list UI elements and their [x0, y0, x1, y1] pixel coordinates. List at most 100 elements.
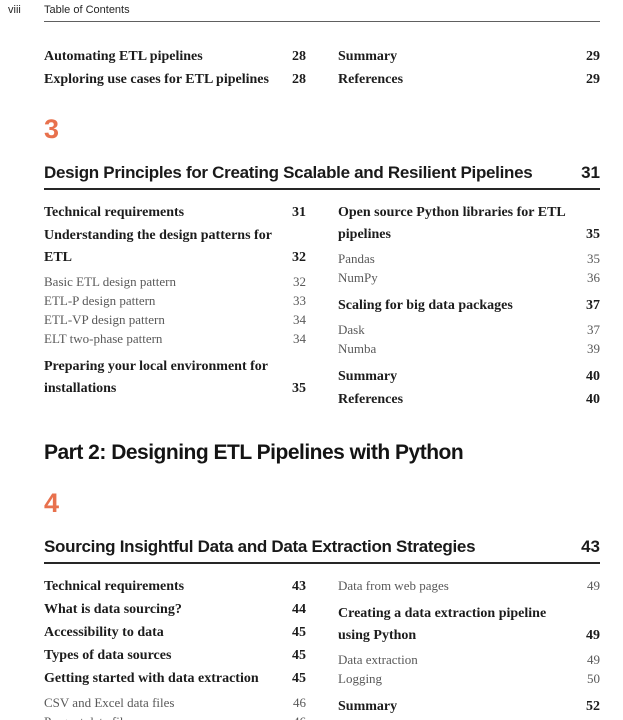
toc-entry-page-number: 32 [293, 274, 306, 289]
toc-entry: Parquet data files 46 [44, 712, 306, 720]
toc-entry-label: Summary [338, 369, 398, 384]
toc-entry-label: Numba [338, 341, 377, 356]
toc-entry: Preparing your local environment for ins… [44, 356, 306, 400]
toc-entry: Data extraction 49 [338, 650, 600, 669]
toc-entry: References 29 [338, 69, 600, 91]
toc-entry-label: Exploring use cases for ETL pipelines [44, 72, 269, 87]
toc-entry-label: Types of data sources [44, 648, 172, 663]
toc-entry-page-number: 49 [586, 628, 600, 643]
toc-entry-label: ETL-P design pattern [44, 293, 156, 308]
toc-entry: Getting started with data extraction 45 [44, 668, 306, 690]
toc-entry-label: Dask [338, 322, 365, 337]
toc-entry: What is data sourcing? 44 [44, 599, 306, 621]
toc-entry: Types of data sources 45 [44, 645, 306, 667]
toc-entry-page-number: 31 [292, 205, 306, 220]
toc-entry-page-number: 49 [587, 652, 600, 667]
continued-entries-section: Automating ETL pipelines 28 Exploring use … [44, 46, 600, 91]
toc-entry-label: Scaling for big data packages [338, 298, 513, 313]
toc-columns: Technical requirements 43 What is data sou… [44, 576, 600, 720]
toc-entry: Accessibility to data 45 [44, 622, 306, 644]
toc-entry-page-number: 49 [587, 578, 600, 593]
chapter-section: 3 Design Principles for Creating Scalable… [44, 115, 600, 411]
toc-entry: Summary 40 [338, 366, 600, 388]
chapter-page-number: 43 [581, 537, 600, 556]
toc-entry: Dask 37 [338, 320, 600, 339]
toc-entry-label: CSV and Excel data files [44, 695, 175, 710]
toc-entry-page-number: 28 [292, 49, 306, 64]
header-rule [44, 21, 600, 22]
toc-entry-label: Automating ETL pipelines [44, 49, 203, 64]
toc-columns: Automating ETL pipelines 28 Exploring use … [44, 46, 600, 91]
toc-entry-page-number: 43 [292, 579, 306, 594]
toc-entry-page-number: 35 [586, 227, 600, 242]
toc-column-left: Technical requirements 43 What is data sou… [44, 576, 306, 720]
toc-entry-label: Summary [338, 699, 398, 714]
toc-entry-label: Logging [338, 671, 383, 686]
toc-entry: Basic ETL design pattern 32 [44, 272, 306, 291]
toc-entry-label: Data from web pages [338, 578, 449, 593]
toc-column-left: Technical requirements 31 Understanding th… [44, 202, 306, 411]
toc-entry-page-number: 29 [586, 72, 600, 87]
toc-column-right: Open source Python libraries for ETL pip… [338, 202, 600, 411]
toc-entry: Numba 39 [338, 339, 600, 358]
toc-entry-page-number: 40 [586, 369, 600, 384]
toc-entry-label: References [338, 72, 404, 87]
toc-entry-page-number: 29 [586, 49, 600, 64]
toc-entry-label: Technical requirements [44, 205, 185, 220]
toc-entry-page-number: 32 [292, 250, 306, 265]
chapter-title: Sourcing Insightful Data and Data Extrac… [44, 537, 476, 556]
toc-entry-label: Getting started with data extraction [44, 671, 259, 686]
toc-entry-label: References [338, 392, 404, 407]
chapter-title-row: Design Principles for Creating Scalable … [44, 163, 600, 190]
toc-entry-label: Summary [338, 49, 398, 64]
toc-entry-page-number: 35 [587, 251, 600, 266]
toc-entry-label: Technical requirements [44, 579, 185, 594]
toc-column-right: Data from web pages 49 Creating a data ext… [338, 576, 600, 720]
toc-entry-label: Understanding the design patterns for ET… [44, 228, 272, 265]
toc-entry-label: Creating a data extraction pipeline usin… [338, 606, 547, 643]
toc-entry: Automating ETL pipelines 28 [44, 46, 306, 68]
toc-columns: Technical requirements 31 Understanding th… [44, 202, 600, 411]
toc-entry: Open source Python libraries for ETL pip… [338, 202, 600, 246]
toc-entry: Exploring use cases for ETL pipelines 28 [44, 69, 306, 91]
toc-entry: ETL-P design pattern 33 [44, 291, 306, 310]
toc-entry-page-number: 34 [293, 312, 306, 327]
toc-entry-page-number: 44 [292, 602, 306, 617]
toc-entry: Scaling for big data packages 37 [338, 295, 600, 317]
toc-entry: Understanding the design patterns for ET… [44, 225, 306, 269]
toc-entry: Summary 29 [338, 46, 600, 68]
toc-entry: Creating a data extraction pipeline usin… [338, 603, 600, 647]
part-heading: Part 2: Designing ETL Pipelines with Pyt… [44, 441, 464, 464]
toc-entry-page-number: 37 [587, 322, 600, 337]
toc-entry: CSV and Excel data files 46 [44, 693, 306, 712]
toc-entry-label: NumPy [338, 270, 378, 285]
toc-entry: Logging 50 [338, 669, 600, 688]
toc-entry: Data from web pages 49 [338, 576, 600, 595]
toc-entry-page-number: 46 [293, 695, 306, 710]
toc-entry: Summary 52 [338, 696, 600, 718]
toc-entry: Pandas 35 [338, 249, 600, 268]
toc-entry-page-number: 34 [293, 331, 306, 346]
toc-entry: ELT two-phase pattern 34 [44, 329, 306, 348]
toc-entry-label: Data extraction [338, 652, 418, 667]
toc-entry: Technical requirements 31 [44, 202, 306, 224]
toc-entry-page-number: 36 [587, 270, 600, 285]
chapter-number: 4 [44, 488, 60, 518]
toc-entry-page-number: 33 [293, 293, 306, 308]
toc-entry-page-number: 37 [586, 298, 600, 313]
chapter-section: 4 Sourcing Insightful Data and Data Extra… [44, 489, 600, 720]
toc-entry-label: Preparing your local environment for ins… [44, 359, 268, 396]
toc-entry-page-number: 52 [586, 699, 600, 714]
toc-entry-label: Pandas [338, 251, 375, 266]
toc-entry-label: Open source Python libraries for ETL pip… [338, 205, 565, 242]
toc-entry: References 40 [338, 389, 600, 411]
toc-entry-page-number: 28 [292, 72, 306, 87]
toc-column-left: Automating ETL pipelines 28 Exploring use … [44, 46, 306, 91]
toc-entry: Technical requirements 43 [44, 576, 306, 598]
toc-entry-page-number: 35 [292, 381, 306, 396]
toc-entry-label: Accessibility to data [44, 625, 164, 640]
toc-entry-page-number: 45 [292, 648, 306, 663]
toc-entry-page-number: 45 [292, 671, 306, 686]
toc-content: Automating ETL pipelines 28 Exploring use … [44, 34, 600, 720]
